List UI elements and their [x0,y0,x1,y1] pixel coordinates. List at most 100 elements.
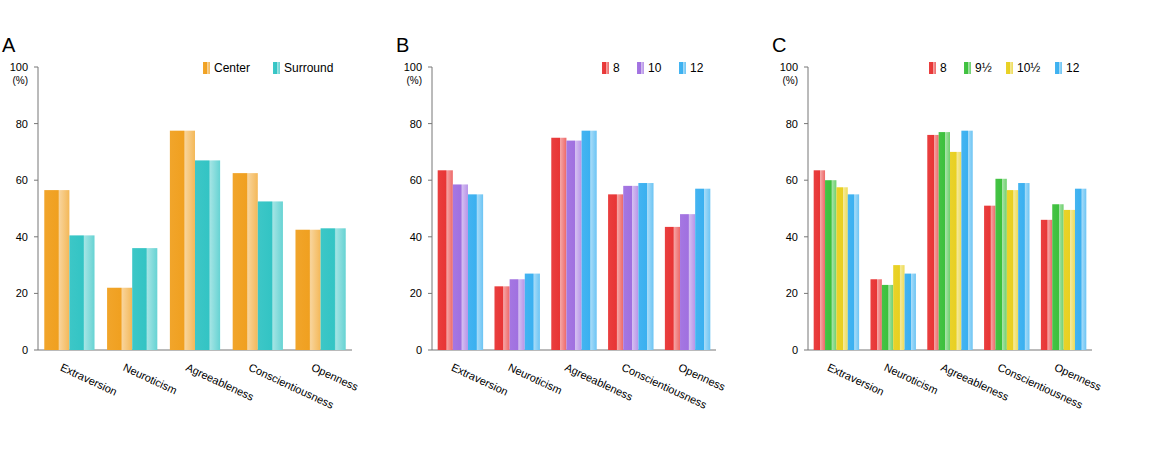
y-tick [428,350,432,351]
bar [608,194,623,350]
bar [950,152,961,350]
y-tick [804,350,808,351]
legend-label: 12 [690,61,704,75]
legend-label: Surround [284,61,333,75]
y-tick [34,67,38,68]
bar [233,173,258,350]
bar [582,131,597,350]
bar [836,187,847,350]
legend-swatch [1006,62,1013,74]
y-tick [34,236,38,237]
figure: A020406080100(%)ExtraversionNeuroticismA… [0,0,1171,458]
y-tick [34,293,38,294]
bar [848,194,859,350]
y-axis [432,67,433,350]
legend-label: 8 [940,61,947,75]
y-tick-label: 100 [404,61,422,73]
legend-swatch [1055,62,1062,74]
panel-title: A [2,34,16,56]
legend-swatch [203,62,210,74]
y-tick-label: 60 [786,174,798,186]
y-tick [428,180,432,181]
bar [882,285,893,350]
legend: 8 10 12 [602,61,704,75]
legend-label: Center [214,61,250,75]
bar [258,201,283,350]
y-tick-label: 0 [792,344,798,356]
y-axis [808,67,809,350]
y-tick-label: 60 [16,174,28,186]
y-tick-label: 60 [410,174,422,186]
legend-swatch [679,62,686,74]
panel: C020406080100(%)ExtraversionNeuroticismA… [772,34,1104,411]
bar [984,206,995,350]
y-axis-label: (%) [406,75,422,86]
bar [44,190,69,350]
legend: 89½10½12 [929,61,1080,75]
bar [1041,220,1052,350]
y-tick [428,293,432,294]
y-tick-label: 0 [22,344,28,356]
x-tick-label: Openness [677,361,728,393]
panel-title: C [772,34,786,56]
y-axis-label: (%) [782,75,798,86]
bar [638,183,653,350]
x-tick-label: Agreeableness [184,361,256,403]
bar [665,227,680,350]
bar [695,189,710,350]
bar [566,141,581,350]
legend-label: 8 [613,61,620,75]
x-tick-label: Neuroticism [506,361,564,396]
bar [680,214,695,350]
bar [1018,183,1029,350]
y-tick [804,67,808,68]
legend-label: 10 [648,61,662,75]
legend-label: 12 [1066,61,1080,75]
y-tick [34,350,38,351]
bar [893,265,904,350]
bar [927,135,938,350]
bar [132,248,157,350]
y-tick-label: 0 [416,344,422,356]
panel-title: B [396,34,409,56]
bar [107,288,132,350]
legend-label: 9½ [975,61,992,75]
legend-swatch [964,62,971,74]
y-tick [804,293,808,294]
legend-swatch [602,62,609,74]
y-tick [428,123,432,124]
bar [551,138,566,350]
bar [468,194,483,350]
bars [438,131,711,350]
bar [438,170,453,350]
y-axis [38,67,39,350]
y-tick [34,180,38,181]
bar [69,235,94,350]
bar [825,180,836,350]
y-tick-label: 80 [786,118,798,130]
bar [905,274,916,350]
bars [814,131,1087,350]
x-tick-label: Extraversion [450,361,510,398]
bar [1007,190,1018,350]
bars [44,131,345,350]
bar [1075,189,1086,350]
y-tick-label: 20 [410,287,422,299]
bar [814,170,825,350]
panel: B020406080100(%)ExtraversionNeuroticismA… [396,34,728,411]
bar [510,279,525,350]
bar [870,279,881,350]
y-tick-label: 40 [410,231,422,243]
panel: A020406080100(%)ExtraversionNeuroticismA… [2,34,361,411]
legend-swatch [273,62,280,74]
bar [295,230,320,350]
bar [170,131,195,350]
bar [995,179,1006,350]
legend-swatch [929,62,936,74]
legend: Center Surround [203,61,333,75]
y-tick [428,67,432,68]
y-tick [804,123,808,124]
bar [195,160,220,350]
y-tick [34,123,38,124]
y-tick-label: 40 [16,231,28,243]
